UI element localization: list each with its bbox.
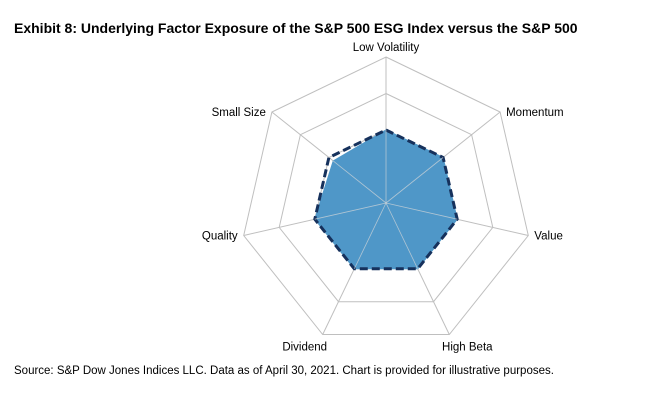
axis-label: Value [534,231,563,243]
chart-title: Exhibit 8: Underlying Factor Exposure of… [14,20,578,36]
inner-spoke [385,202,419,269]
grid-ring [278,92,494,303]
inner-spoke [314,202,387,220]
series-dashed-outline [313,128,459,271]
inner-spoke [332,160,387,204]
axis-label: Dividend [282,342,327,354]
axis-label: Quality [202,231,238,243]
inner-spoke [385,202,458,220]
inner-spoke [353,202,387,269]
radar-chart: Low Volatility Momentum Value High Beta Divi… [202,42,564,354]
axis-label: Momentum [506,107,564,119]
inner-spoke [385,157,444,204]
radar-series [313,128,459,271]
axis-label: Low Volatility [353,42,420,54]
source-note: Source: S&P Dow Jones Indices LLC. Data … [14,365,554,377]
grid-ring [243,56,529,335]
axis-label: Small Size [212,107,266,119]
axis-label: High Beta [442,342,493,354]
radar-axis-labels: Low Volatility Momentum Value High Beta Divi… [202,42,564,354]
